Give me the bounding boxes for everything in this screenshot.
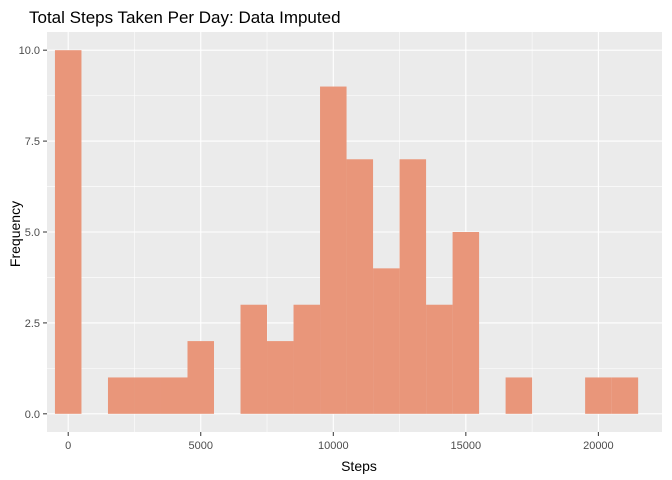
x-axis-label: Steps: [341, 458, 377, 474]
histogram-bar: [585, 377, 612, 414]
histogram-bar: [240, 304, 268, 414]
y-tick-label: 7.5: [25, 136, 40, 148]
y-axis-label: Frequency: [7, 201, 23, 267]
histogram-bar: [346, 159, 374, 414]
y-tick-label: 10.0: [19, 45, 40, 57]
histogram-bar: [293, 304, 321, 414]
histogram-bar: [107, 377, 135, 414]
histogram-bar: [134, 377, 161, 414]
histogram-bar: [611, 377, 639, 414]
x-tick-label: 0: [65, 440, 71, 452]
y-tick-label: 0.0: [25, 409, 40, 421]
x-axis-ticks: 0 5000 10000 15000 20000: [65, 432, 614, 452]
histogram-bar: [267, 341, 294, 414]
histogram-bar: [505, 377, 533, 414]
y-axis-ticks: 0.0 2.5 5.0 7.5 10.0: [19, 45, 47, 421]
x-tick-label: 20000: [583, 440, 614, 452]
y-tick-label: 2.5: [25, 318, 40, 330]
y-tick-label: 5.0: [25, 227, 40, 239]
chart-title: Total Steps Taken Per Day: Data Imputed: [29, 8, 341, 27]
x-tick-label: 15000: [451, 440, 482, 452]
histogram-bar: [426, 304, 453, 414]
histogram-bar: [399, 159, 427, 414]
x-tick-label: 10000: [318, 440, 349, 452]
histogram-bar: [187, 341, 215, 414]
histogram-bar: [373, 268, 400, 414]
x-tick-label: 5000: [189, 440, 213, 452]
histogram-bar: [54, 50, 82, 414]
histogram-bar: [320, 86, 347, 414]
histogram-bars: [54, 50, 639, 414]
histogram-bar: [160, 377, 188, 414]
histogram-bar: [452, 232, 480, 414]
